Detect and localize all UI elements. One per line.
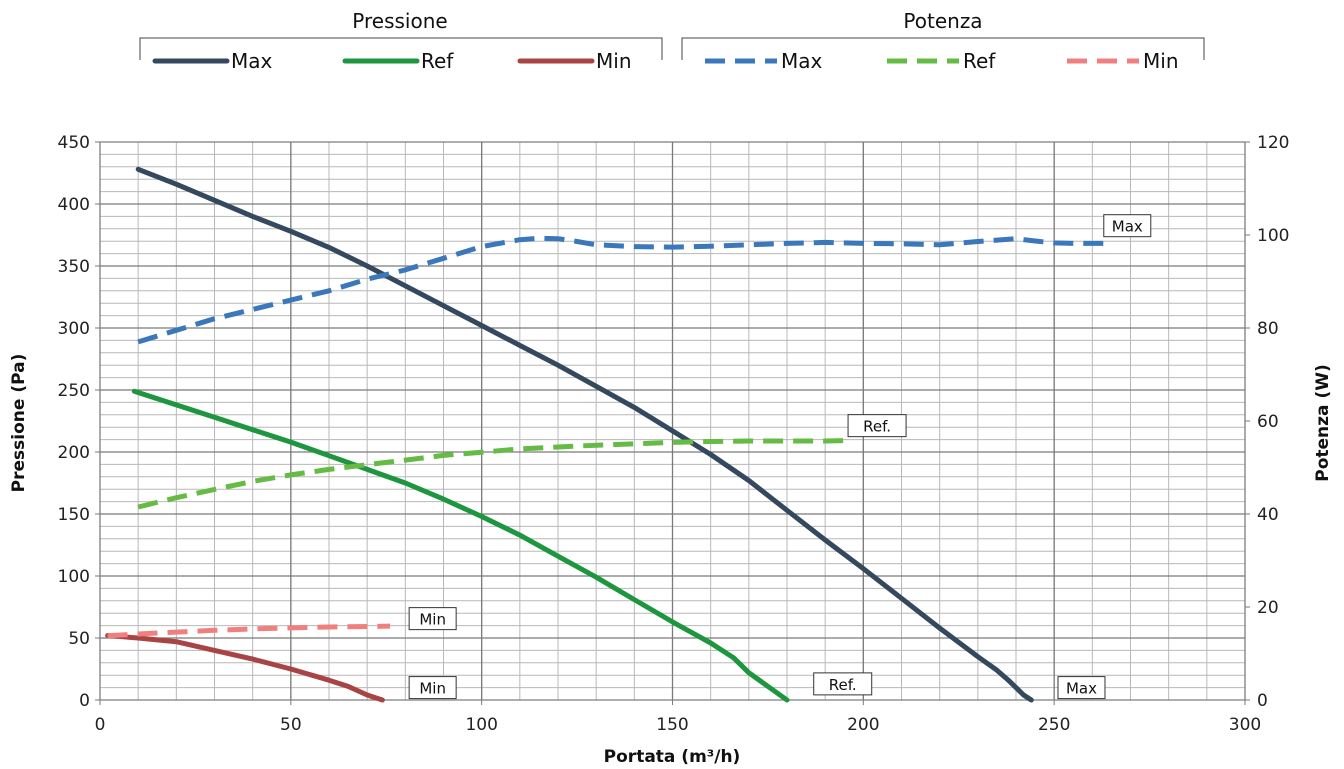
left-y-axis-title: Pressione (Pa) [9, 354, 29, 493]
annotation-text: Ref. [829, 676, 857, 694]
left-y-tick-label: 100 [58, 567, 90, 587]
annotation-label: Ref. [813, 672, 873, 696]
right-y-tick-label: 120 [1257, 133, 1289, 153]
x-tick-label: 0 [95, 715, 106, 735]
right-y-tick-label: 40 [1257, 505, 1279, 525]
annotation-box [1057, 676, 1106, 700]
x-axis-title: Portata (m³/h) [604, 747, 741, 767]
legend: Pressione Max Ref Min Potenza Max Ref Min [139, 9, 1205, 73]
annotation-text: Max [1112, 218, 1143, 236]
annotation-text: Min [419, 680, 446, 698]
series-potenza-min [107, 623, 391, 639]
annotation-text: Min [419, 611, 446, 629]
right-y-axis-title: Potenza (W) [1313, 364, 1333, 481]
left-y-tick-label: 300 [58, 319, 90, 339]
series-potenza-max [137, 235, 1104, 345]
legend-entry-label: Ref [963, 49, 996, 73]
legend-group-potenza: Potenza Max Ref Min [681, 9, 1205, 73]
annotation-text: Ref. [863, 418, 891, 436]
left-y-tick-label: 0 [79, 691, 90, 711]
annotation-box [408, 607, 457, 631]
x-tick-label: 250 [1038, 715, 1070, 735]
series-pressione-max [135, 166, 1034, 703]
right-y-tick-label: 60 [1257, 412, 1279, 432]
annotation-label: Min [408, 676, 457, 700]
right-y-axis-ticks: 0 20 40 60 80 100 120 [1245, 133, 1289, 711]
left-y-tick-label: 200 [58, 443, 90, 463]
annotation-label: Max [1103, 214, 1152, 238]
legend-entry-label: Ref [421, 49, 454, 73]
series-pressione-ref [131, 388, 790, 703]
left-y-tick-label: 450 [58, 133, 90, 153]
right-y-tick-label: 20 [1257, 598, 1279, 618]
left-y-tick-label: 350 [58, 257, 90, 277]
left-y-tick-label: 400 [58, 195, 90, 215]
annotation-text: Max [1066, 680, 1097, 698]
annotation-box [847, 414, 907, 438]
series-pressione-min [105, 633, 385, 703]
right-y-tick-label: 100 [1257, 226, 1289, 246]
legend-group-bracket [139, 37, 663, 60]
right-y-tick-label: 0 [1257, 691, 1268, 711]
x-tick-label: 150 [656, 715, 688, 735]
left-y-axis-ticks: 0 50 100 150 200 250 300 350 400 450 [58, 133, 100, 711]
annotation-label: Ref. [847, 414, 907, 438]
legend-group-title: Potenza [903, 9, 982, 33]
left-y-tick-label: 250 [58, 381, 90, 401]
series-layer [105, 166, 1104, 703]
annotation-box [408, 676, 457, 700]
legend-group-pressione: Pressione Max Ref Min [139, 9, 663, 73]
x-tick-label: 50 [280, 715, 302, 735]
left-y-tick-label: 150 [58, 505, 90, 525]
legend-entry-label: Min [596, 49, 632, 73]
annotations: Max Ref. Min Min Ref. Max [408, 214, 1152, 700]
x-tick-label: 100 [465, 715, 497, 735]
legend-group-bracket [681, 37, 1205, 60]
legend-entry-label: Max [231, 49, 273, 73]
series-potenza-ref [137, 438, 849, 510]
annotation-label: Max [1057, 676, 1106, 700]
right-y-tick-label: 80 [1257, 319, 1279, 339]
legend-group-title: Pressione [352, 9, 447, 33]
annotation-label: Min [408, 607, 457, 631]
x-tick-label: 300 [1229, 715, 1261, 735]
legend-entry-label: Max [781, 49, 823, 73]
legend-entry-label: Min [1143, 49, 1179, 73]
left-y-tick-label: 50 [68, 629, 90, 649]
annotation-box [813, 672, 873, 696]
x-axis-ticks: 0 50 100 150 200 250 300 [95, 700, 1261, 735]
annotation-box [1103, 214, 1152, 238]
x-tick-label: 200 [847, 715, 879, 735]
